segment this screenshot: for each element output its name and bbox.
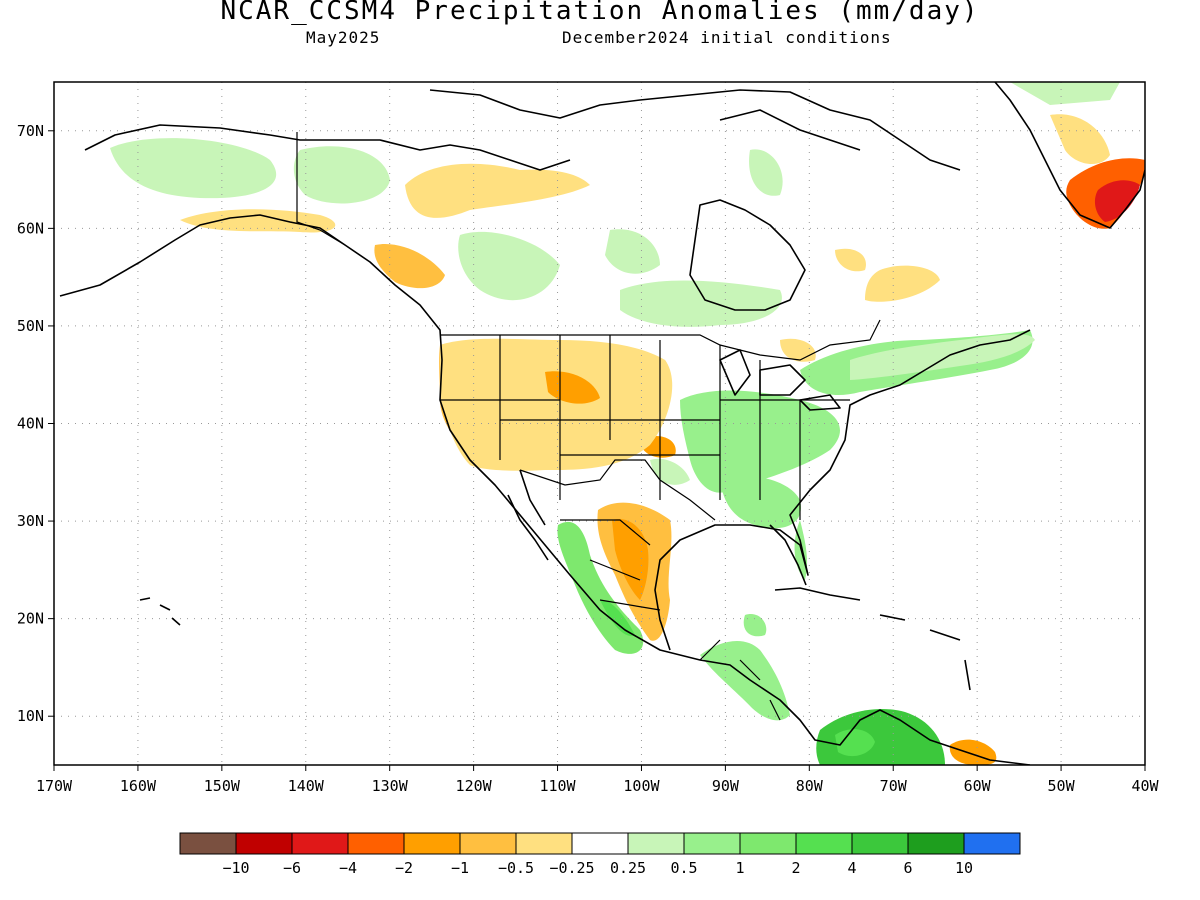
legend-swatch (347, 832, 405, 855)
anomaly-northeast-us (650, 334, 1035, 485)
legend-label: −10 (222, 859, 249, 877)
legend-label: 1 (735, 859, 744, 877)
legend-swatch (403, 832, 461, 855)
legend-label: 0.25 (610, 859, 646, 877)
legend-swatch (179, 832, 237, 855)
florida (769, 524, 807, 586)
anomaly-bc-coast (374, 244, 445, 289)
lon-label: 120W (456, 777, 493, 795)
lat-label: 70N (17, 122, 44, 140)
legend-label: 2 (791, 859, 800, 877)
us-state-lines (440, 335, 850, 520)
lat-label: 30N (17, 512, 44, 530)
legend-label: 4 (847, 859, 856, 877)
lon-label: 80W (796, 777, 824, 795)
legend-swatch (235, 832, 293, 855)
lon-label: 170W (36, 777, 73, 795)
anomaly-fills (110, 82, 1145, 765)
initial-conditions: December2024 initial conditions (562, 28, 892, 47)
legend-swatch (571, 832, 629, 855)
arctic-islands (429, 89, 961, 171)
legend-label: −1 (451, 859, 469, 877)
lon-label: 130W (372, 777, 409, 795)
anomaly-nw-canada (405, 163, 940, 362)
legend-swatch (907, 832, 965, 855)
hudson-bay (689, 199, 806, 311)
legend-swatch (459, 832, 517, 855)
legend-label: 6 (903, 859, 912, 877)
legend-label: 0.5 (670, 859, 697, 877)
central-america-borders (699, 639, 781, 721)
color-legend: −10 −6 −4 −2 −1 −0.5 −0.25 0.25 0.5 1 2 4 6 10 (179, 832, 1021, 877)
us-mexico-border (519, 459, 716, 521)
map-title: NCAR_CCSM4 Precipitation Anomalies (mm/d… (220, 0, 980, 26)
anomaly-alaska-west (110, 138, 390, 204)
hawaii (139, 597, 181, 626)
lon-label: 160W (120, 777, 157, 795)
lon-label: 140W (288, 777, 325, 795)
caribbean-islands (774, 587, 971, 691)
legend-swatch (627, 832, 685, 855)
lon-label: 150W (204, 777, 241, 795)
lon-label: 40W (1131, 777, 1159, 795)
legend-label: −0.5 (498, 859, 534, 877)
lon-label: 50W (1048, 777, 1076, 795)
north-america-coastline (59, 214, 1031, 765)
mexico-states (560, 519, 661, 611)
anomaly-us-southwest (440, 114, 1110, 471)
gulf-coast (654, 329, 1031, 651)
longitude-ticks: 170W 160W 150W 140W 130W 120W 110W 100W 90W 80W 70… (36, 765, 1160, 795)
legend-swatch (795, 832, 853, 855)
anomaly-venezuela (949, 739, 997, 765)
legend-label: 10 (955, 859, 973, 877)
anomaly-core-greenland (1094, 180, 1140, 222)
legend-swatch (851, 832, 909, 855)
legend-swatch (739, 832, 797, 855)
anomaly-southeast-us (720, 476, 808, 580)
anomaly-core-southern-mexico (600, 599, 635, 636)
legend-swatch (515, 832, 573, 855)
anomaly-ohio-valley (680, 330, 1033, 493)
alaska-border (296, 132, 346, 246)
arctic-coast (84, 124, 571, 171)
lon-label: 100W (623, 777, 660, 795)
legend-label: −0.25 (549, 859, 594, 877)
lat-label: 40N (17, 415, 44, 433)
legend-swatch (963, 832, 1021, 855)
anomaly-core-wyoming (545, 371, 600, 404)
us-canada-border (440, 319, 881, 361)
legend-swatch (683, 832, 741, 855)
lon-label: 70W (880, 777, 908, 795)
lat-label: 20N (17, 610, 44, 628)
legend-swatch (291, 832, 349, 855)
legend-label: −4 (339, 859, 357, 877)
anomaly-alaska-south-coast (180, 209, 336, 233)
lat-label: 50N (17, 317, 44, 335)
greenland (994, 82, 1145, 229)
lat-label: 60N (17, 219, 44, 237)
lat-label: 10N (17, 707, 44, 725)
lon-label: 90W (712, 777, 740, 795)
legend-label: −2 (395, 859, 413, 877)
latitude-ticks: 10N 20N 30N 40N 50N 60N 70N (17, 122, 54, 725)
forecast-month: May2025 (306, 28, 381, 47)
lon-label: 110W (539, 777, 576, 795)
anomaly-central-america (700, 614, 790, 721)
coastlines (59, 82, 1145, 765)
anomaly-core-colombia (835, 729, 875, 757)
anomaly-yukon (458, 82, 1120, 327)
lon-label: 60W (964, 777, 992, 795)
legend-label: −6 (283, 859, 301, 877)
mexico-baja (507, 469, 549, 561)
political-boundaries (296, 132, 881, 721)
